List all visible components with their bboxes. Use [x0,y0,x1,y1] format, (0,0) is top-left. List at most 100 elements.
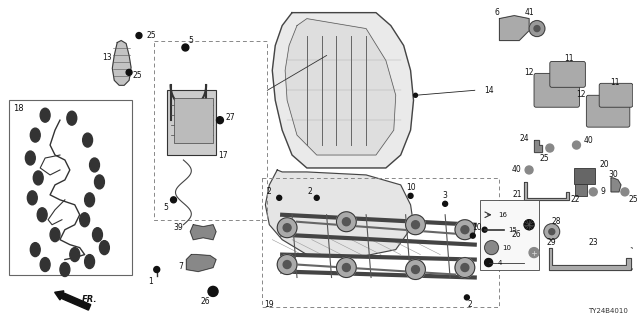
Polygon shape [611,178,621,192]
Text: 4: 4 [497,260,502,266]
Text: 18: 18 [13,104,24,113]
Text: 26: 26 [200,297,210,306]
Circle shape [524,220,534,230]
Text: 11: 11 [564,54,573,63]
Circle shape [406,215,426,235]
Circle shape [534,26,540,32]
Text: 25: 25 [539,154,548,163]
Circle shape [283,260,291,268]
Bar [573,168,595,184]
Circle shape [342,218,350,226]
Ellipse shape [84,255,95,268]
Text: 13: 13 [102,53,112,62]
Circle shape [408,193,413,198]
Circle shape [461,226,469,234]
Ellipse shape [50,228,60,242]
Circle shape [524,220,534,230]
Circle shape [337,212,356,232]
Text: 11: 11 [611,78,620,87]
Polygon shape [266,170,413,258]
Circle shape [621,188,629,196]
Circle shape [406,260,426,279]
Bar [262,178,499,307]
Text: 5: 5 [163,203,168,212]
Circle shape [484,259,493,267]
Text: 41: 41 [524,8,534,17]
Circle shape [573,141,580,149]
FancyBboxPatch shape [586,95,630,127]
Ellipse shape [83,133,93,147]
Text: 21: 21 [513,190,522,199]
Polygon shape [534,140,542,152]
Bar [8,100,132,275]
Text: 24: 24 [520,133,529,143]
Text: 39: 39 [173,223,184,232]
Circle shape [277,218,297,238]
Ellipse shape [84,193,95,207]
Bar [166,90,216,155]
Circle shape [484,241,499,255]
Polygon shape [499,16,529,41]
Text: 1: 1 [148,277,153,286]
Polygon shape [112,41,131,85]
Circle shape [455,220,475,240]
Circle shape [208,286,218,296]
Ellipse shape [28,191,37,205]
Circle shape [182,44,189,51]
Text: 16: 16 [499,212,508,218]
Polygon shape [549,248,631,269]
Text: 27: 27 [225,113,235,122]
Circle shape [470,233,476,238]
Ellipse shape [37,208,47,222]
Text: 2: 2 [467,300,472,309]
Text: 14: 14 [484,86,494,95]
Polygon shape [524,182,568,200]
Text: 12: 12 [525,68,534,77]
Text: 25: 25 [132,71,142,80]
Circle shape [413,93,417,97]
Text: 2: 2 [307,188,312,196]
FancyArrow shape [54,291,91,310]
Ellipse shape [40,108,50,122]
FancyBboxPatch shape [534,73,579,107]
Circle shape [154,267,160,273]
Text: 17: 17 [218,150,228,160]
Ellipse shape [95,175,104,189]
Bar [173,98,213,143]
Polygon shape [186,255,216,271]
Circle shape [443,201,447,206]
Ellipse shape [60,262,70,276]
FancyBboxPatch shape [550,61,586,87]
Circle shape [546,144,554,152]
Text: 26: 26 [511,230,521,239]
Bar [575,184,588,196]
Text: 40: 40 [511,165,521,174]
Text: FR.: FR. [82,295,97,304]
Text: TY24B4010: TY24B4010 [588,308,628,314]
Circle shape [314,195,319,200]
Text: 10: 10 [502,244,511,251]
Ellipse shape [30,128,40,142]
Circle shape [277,255,297,275]
FancyBboxPatch shape [599,83,633,107]
Polygon shape [190,225,216,240]
Text: 30: 30 [608,171,618,180]
Circle shape [171,197,177,203]
Circle shape [208,286,218,296]
Ellipse shape [33,171,43,185]
Circle shape [216,117,223,124]
Ellipse shape [70,248,80,261]
Circle shape [412,221,419,229]
Text: 22: 22 [571,195,580,204]
Circle shape [589,188,597,196]
Text: 9: 9 [600,188,605,196]
Circle shape [283,224,291,232]
Circle shape [529,248,539,258]
Ellipse shape [67,111,77,125]
Circle shape [529,20,545,36]
Ellipse shape [26,151,35,165]
Bar [154,41,268,220]
Text: 10: 10 [472,223,481,232]
Text: 20: 20 [599,160,609,170]
Circle shape [544,224,560,240]
